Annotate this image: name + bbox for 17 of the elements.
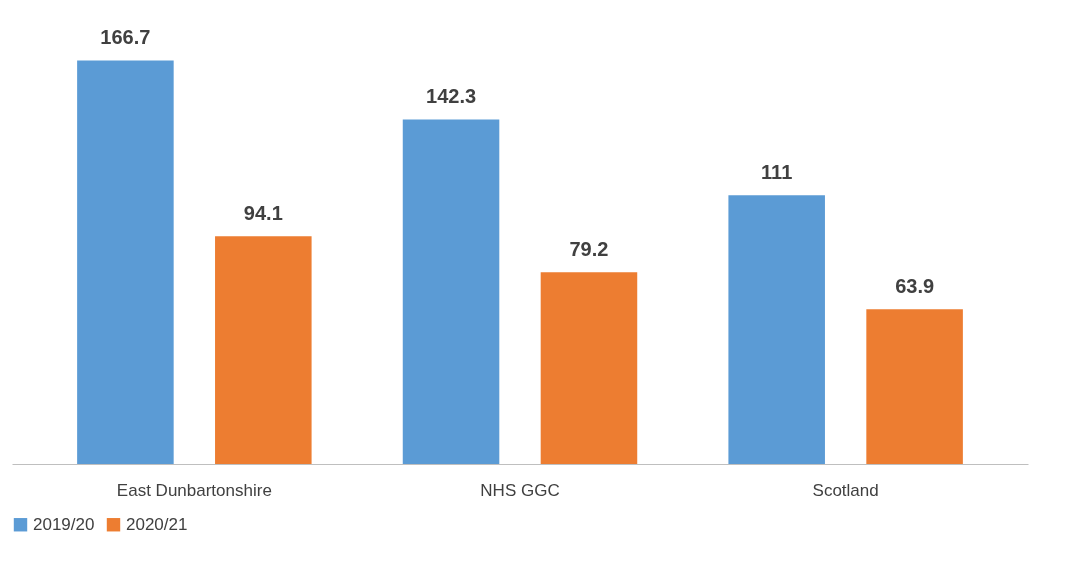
legend-label: 2019/20 xyxy=(33,514,95,534)
data-label: 79.2 xyxy=(569,238,609,261)
data-label: 94.1 xyxy=(243,202,283,225)
x-tick-label: East Dunbartonshire xyxy=(116,480,272,500)
x-tick-label: Scotland xyxy=(812,480,879,500)
bar xyxy=(77,60,174,464)
bar xyxy=(728,195,825,464)
bar xyxy=(540,272,638,464)
data-label: 63.9 xyxy=(895,275,935,298)
bar xyxy=(215,236,312,464)
bar xyxy=(866,309,963,464)
bar xyxy=(402,119,500,464)
x-tick-label: NHS GGC xyxy=(480,480,560,500)
legend-label: 2020/21 xyxy=(126,514,188,534)
data-label: 111 xyxy=(761,161,793,184)
data-label: 166.7 xyxy=(100,26,151,49)
data-label: 142.3 xyxy=(426,85,477,108)
